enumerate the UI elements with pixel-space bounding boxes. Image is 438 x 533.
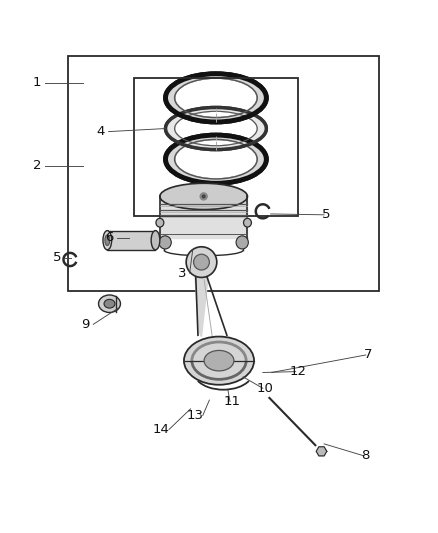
Ellipse shape — [159, 236, 171, 249]
Circle shape — [202, 195, 205, 198]
Ellipse shape — [104, 300, 115, 308]
Polygon shape — [166, 135, 266, 183]
Bar — [134, 78, 298, 216]
Polygon shape — [316, 447, 327, 456]
Text: 7: 7 — [364, 349, 372, 361]
Ellipse shape — [160, 183, 247, 209]
Text: 8: 8 — [361, 449, 370, 462]
Bar — [68, 56, 379, 290]
Ellipse shape — [156, 219, 164, 227]
Polygon shape — [195, 278, 208, 336]
Text: 4: 4 — [96, 125, 105, 138]
Text: 5: 5 — [322, 208, 331, 221]
Ellipse shape — [236, 236, 248, 249]
Ellipse shape — [244, 219, 251, 227]
Text: 12: 12 — [290, 365, 306, 378]
Polygon shape — [160, 197, 247, 238]
Text: 14: 14 — [153, 423, 170, 436]
Text: 3: 3 — [177, 266, 186, 280]
Text: 2: 2 — [33, 159, 42, 172]
Text: 5: 5 — [53, 251, 61, 264]
Circle shape — [186, 247, 217, 278]
Ellipse shape — [151, 231, 160, 250]
Ellipse shape — [105, 235, 110, 246]
Ellipse shape — [204, 350, 234, 371]
Circle shape — [194, 254, 209, 270]
Text: 6: 6 — [105, 231, 114, 244]
Text: 1: 1 — [33, 76, 42, 89]
Circle shape — [200, 193, 207, 200]
Ellipse shape — [99, 295, 120, 312]
Polygon shape — [166, 74, 266, 122]
Text: 11: 11 — [224, 395, 240, 408]
Text: 9: 9 — [81, 318, 90, 331]
Bar — [107, 231, 155, 250]
Text: 13: 13 — [187, 409, 203, 422]
Polygon shape — [166, 108, 266, 150]
Text: 10: 10 — [257, 382, 273, 395]
Ellipse shape — [184, 336, 254, 385]
Ellipse shape — [103, 231, 112, 250]
